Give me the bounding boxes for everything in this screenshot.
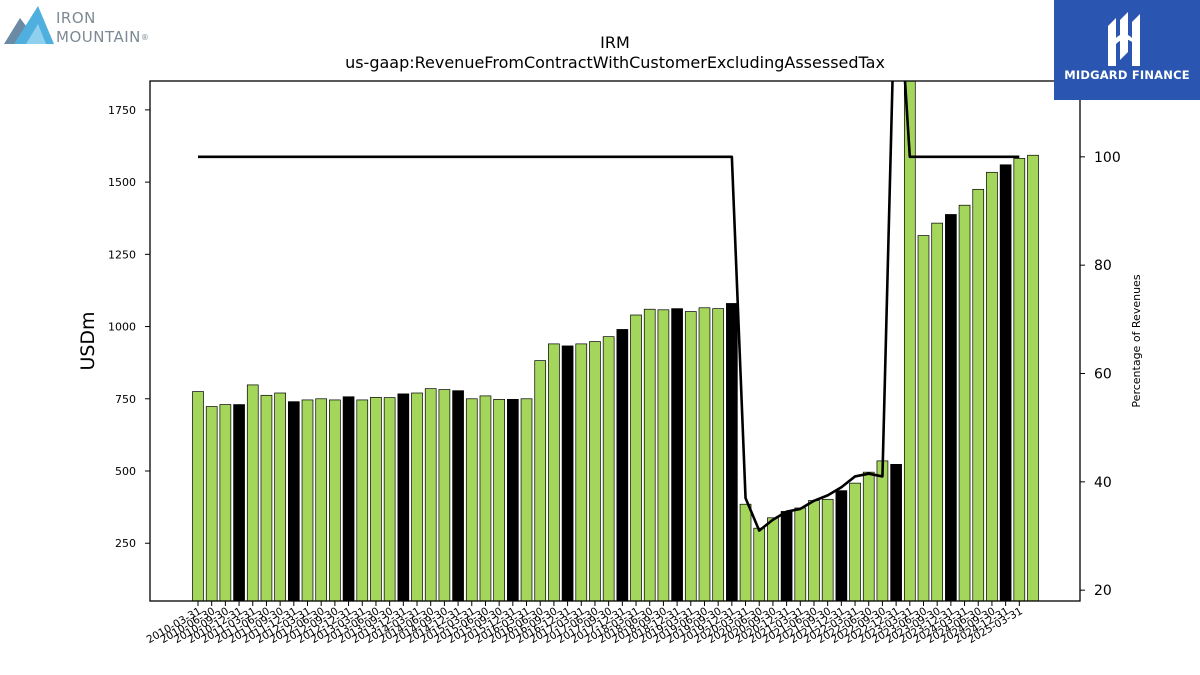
bar <box>424 388 437 602</box>
y-tick-label: 250 <box>115 537 136 550</box>
bar <box>493 399 505 602</box>
bar <box>205 406 218 602</box>
bar <box>575 343 588 602</box>
bar <box>903 80 916 602</box>
chart-subtitle: us-gaap:RevenueFromContractWithCustomerE… <box>345 53 885 72</box>
bar <box>821 498 834 602</box>
chart-title: IRM <box>600 33 630 52</box>
bar <box>370 396 382 602</box>
y2-tick-label: 20 <box>1094 583 1112 599</box>
bar <box>411 392 423 602</box>
mountain-icon <box>4 6 54 44</box>
bar <box>890 464 902 602</box>
y2-tick-label: 40 <box>1094 475 1112 491</box>
bar <box>329 399 341 602</box>
logo-line-2: MOUNTAIN <box>56 28 141 46</box>
y-tick-label: 750 <box>115 393 136 406</box>
bar <box>589 341 601 602</box>
bar <box>602 336 615 602</box>
bar <box>192 391 204 602</box>
y-tick-label: 1250 <box>108 248 136 261</box>
bar <box>452 390 464 602</box>
bar <box>945 214 957 602</box>
y2-axis-label: Percentage of Revenues <box>1130 274 1143 407</box>
bar <box>219 404 232 602</box>
y2-tick-label: 60 <box>1094 367 1112 383</box>
bar <box>630 314 642 602</box>
bar <box>1027 154 1039 602</box>
iron-mountain-wordmark: IRON MOUNTAIN® <box>56 9 149 47</box>
bar <box>233 404 245 602</box>
bar <box>465 398 478 602</box>
bar <box>507 399 519 602</box>
bar <box>999 164 1012 602</box>
iron-mountain-logo: IRON MOUNTAIN® <box>4 4 174 50</box>
bar <box>548 343 560 602</box>
logo-registered-mark: ® <box>140 33 150 42</box>
midgard-finance-logo: MIDGARD FINANCE <box>1054 0 1200 100</box>
bar <box>958 204 971 602</box>
bar <box>794 507 807 602</box>
bar <box>671 308 683 602</box>
percentage-line <box>198 81 1020 532</box>
bar <box>643 308 656 602</box>
bar <box>1013 158 1026 602</box>
logo-line-1: IRON <box>56 9 96 27</box>
y-axis-left: 250 500 750 1000 1250 1500 1750 <box>108 104 150 550</box>
bar <box>383 397 396 602</box>
bar <box>438 389 451 602</box>
bar <box>684 311 697 602</box>
bar <box>315 398 328 602</box>
midgard-brand-text: MIDGARD FINANCE <box>1064 68 1190 82</box>
bar <box>260 394 273 602</box>
bar <box>862 471 875 602</box>
bar <box>808 500 820 602</box>
bar <box>739 503 752 602</box>
bar <box>246 384 259 602</box>
bar <box>397 393 410 602</box>
x-axis: 2010-03-312010-06-302010-09-302010-12-31… <box>145 601 1025 646</box>
bar <box>753 527 766 602</box>
bar <box>917 235 930 602</box>
bar <box>835 490 848 602</box>
bar <box>698 307 711 602</box>
midgard-emblem-icon <box>1108 12 1140 66</box>
bar <box>287 401 300 602</box>
bar <box>712 308 724 602</box>
y-axis-right: 20 40 60 80 100 <box>1080 150 1121 599</box>
bar <box>356 399 369 602</box>
bar <box>780 511 793 602</box>
y-tick-label: 1750 <box>108 104 136 117</box>
bar <box>561 345 574 602</box>
plot-frame <box>149 80 1081 602</box>
bar <box>520 398 533 602</box>
bar <box>986 171 998 602</box>
bar <box>767 517 779 602</box>
bar <box>274 392 286 602</box>
y2-tick-label: 80 <box>1094 258 1112 274</box>
y-tick-label: 500 <box>115 465 136 478</box>
bar <box>534 360 547 602</box>
bar <box>342 396 355 602</box>
bar <box>616 329 629 602</box>
bar <box>931 222 944 602</box>
y-axis-label: USDm <box>77 311 99 370</box>
y-tick-label: 1500 <box>108 176 136 189</box>
bar-group <box>192 80 1039 602</box>
bar <box>301 399 314 602</box>
y2-tick-label: 100 <box>1094 150 1121 166</box>
bar <box>972 188 985 602</box>
bar <box>849 482 861 602</box>
bar <box>726 303 738 602</box>
bar <box>479 395 492 602</box>
bar <box>876 460 889 602</box>
bar <box>657 309 670 602</box>
y-tick-label: 1000 <box>108 321 136 334</box>
